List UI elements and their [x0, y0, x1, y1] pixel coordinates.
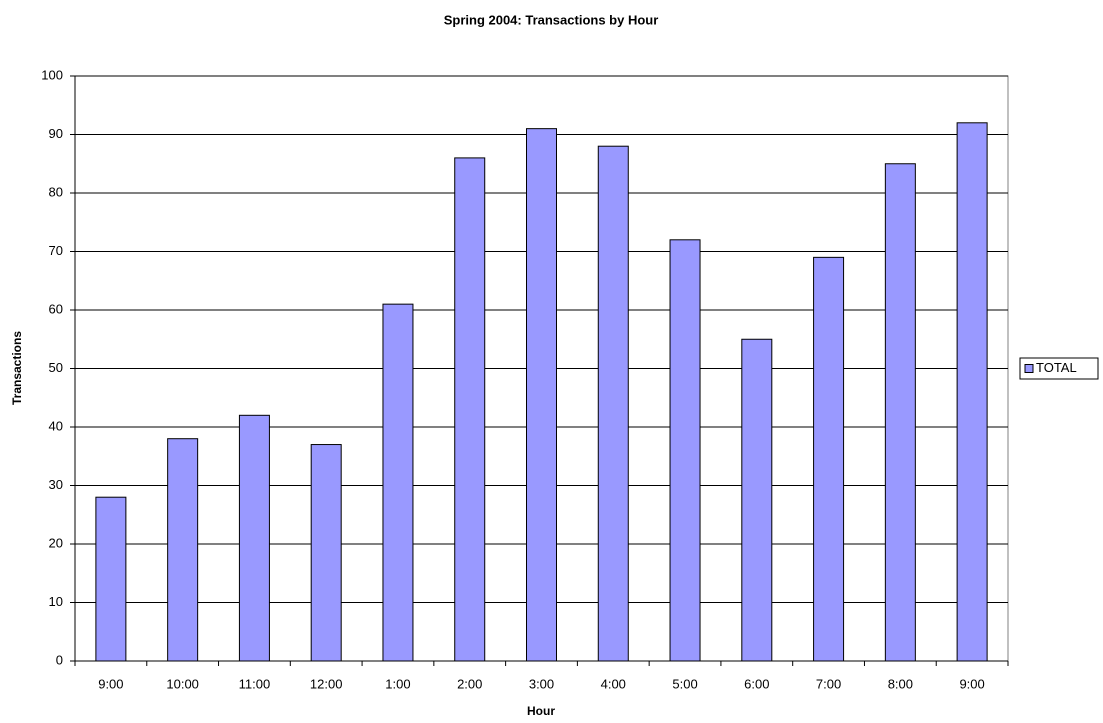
- legend-swatch: [1024, 364, 1034, 373]
- x-tick-label: 12:00: [310, 676, 343, 691]
- x-tick-label: 9:00: [98, 676, 123, 691]
- x-tick-label: 2:00: [457, 676, 482, 691]
- bar: [310, 444, 342, 662]
- x-tick-label: 9:00: [959, 676, 984, 691]
- bar: [597, 145, 629, 662]
- bar: [741, 338, 773, 662]
- y-tick-label: 40: [49, 418, 63, 433]
- bar: [238, 414, 270, 662]
- y-tick-label: 80: [49, 184, 63, 199]
- bar: [884, 163, 916, 662]
- x-tick-label: 6:00: [744, 676, 769, 691]
- bar: [813, 256, 845, 662]
- bar: [669, 239, 701, 662]
- bar: [95, 496, 127, 662]
- x-tick-label: 3:00: [529, 676, 554, 691]
- y-tick-label: 90: [49, 126, 63, 141]
- y-tick-label: 30: [49, 477, 63, 492]
- bar: [382, 303, 414, 662]
- y-tick-label: 20: [49, 535, 63, 550]
- bar: [167, 438, 199, 662]
- x-tick-label: 8:00: [888, 676, 913, 691]
- x-tick-label: 7:00: [816, 676, 841, 691]
- x-axis-label: Hour: [527, 704, 555, 718]
- bar: [526, 128, 557, 662]
- x-tick-label: 4:00: [601, 676, 626, 691]
- chart-title: Spring 2004: Transactions by Hour: [444, 12, 659, 27]
- x-tick-label: 10:00: [166, 676, 199, 691]
- x-tick-label: 1:00: [385, 676, 410, 691]
- y-tick-label: 70: [49, 243, 63, 258]
- bar: [454, 157, 486, 662]
- y-axis-label: Transactions: [10, 331, 24, 405]
- y-tick-label: 10: [49, 594, 63, 609]
- legend-label: TOTAL: [1036, 360, 1077, 375]
- legend-box: [1019, 357, 1099, 380]
- y-tick-label: 100: [41, 67, 63, 82]
- bar: [956, 122, 988, 662]
- y-tick-label: 60: [49, 301, 63, 316]
- y-tick-label: 0: [56, 652, 63, 667]
- y-tick-label: 50: [49, 360, 63, 375]
- x-tick-label: 5:00: [672, 676, 697, 691]
- x-tick-label: 11:00: [239, 676, 271, 691]
